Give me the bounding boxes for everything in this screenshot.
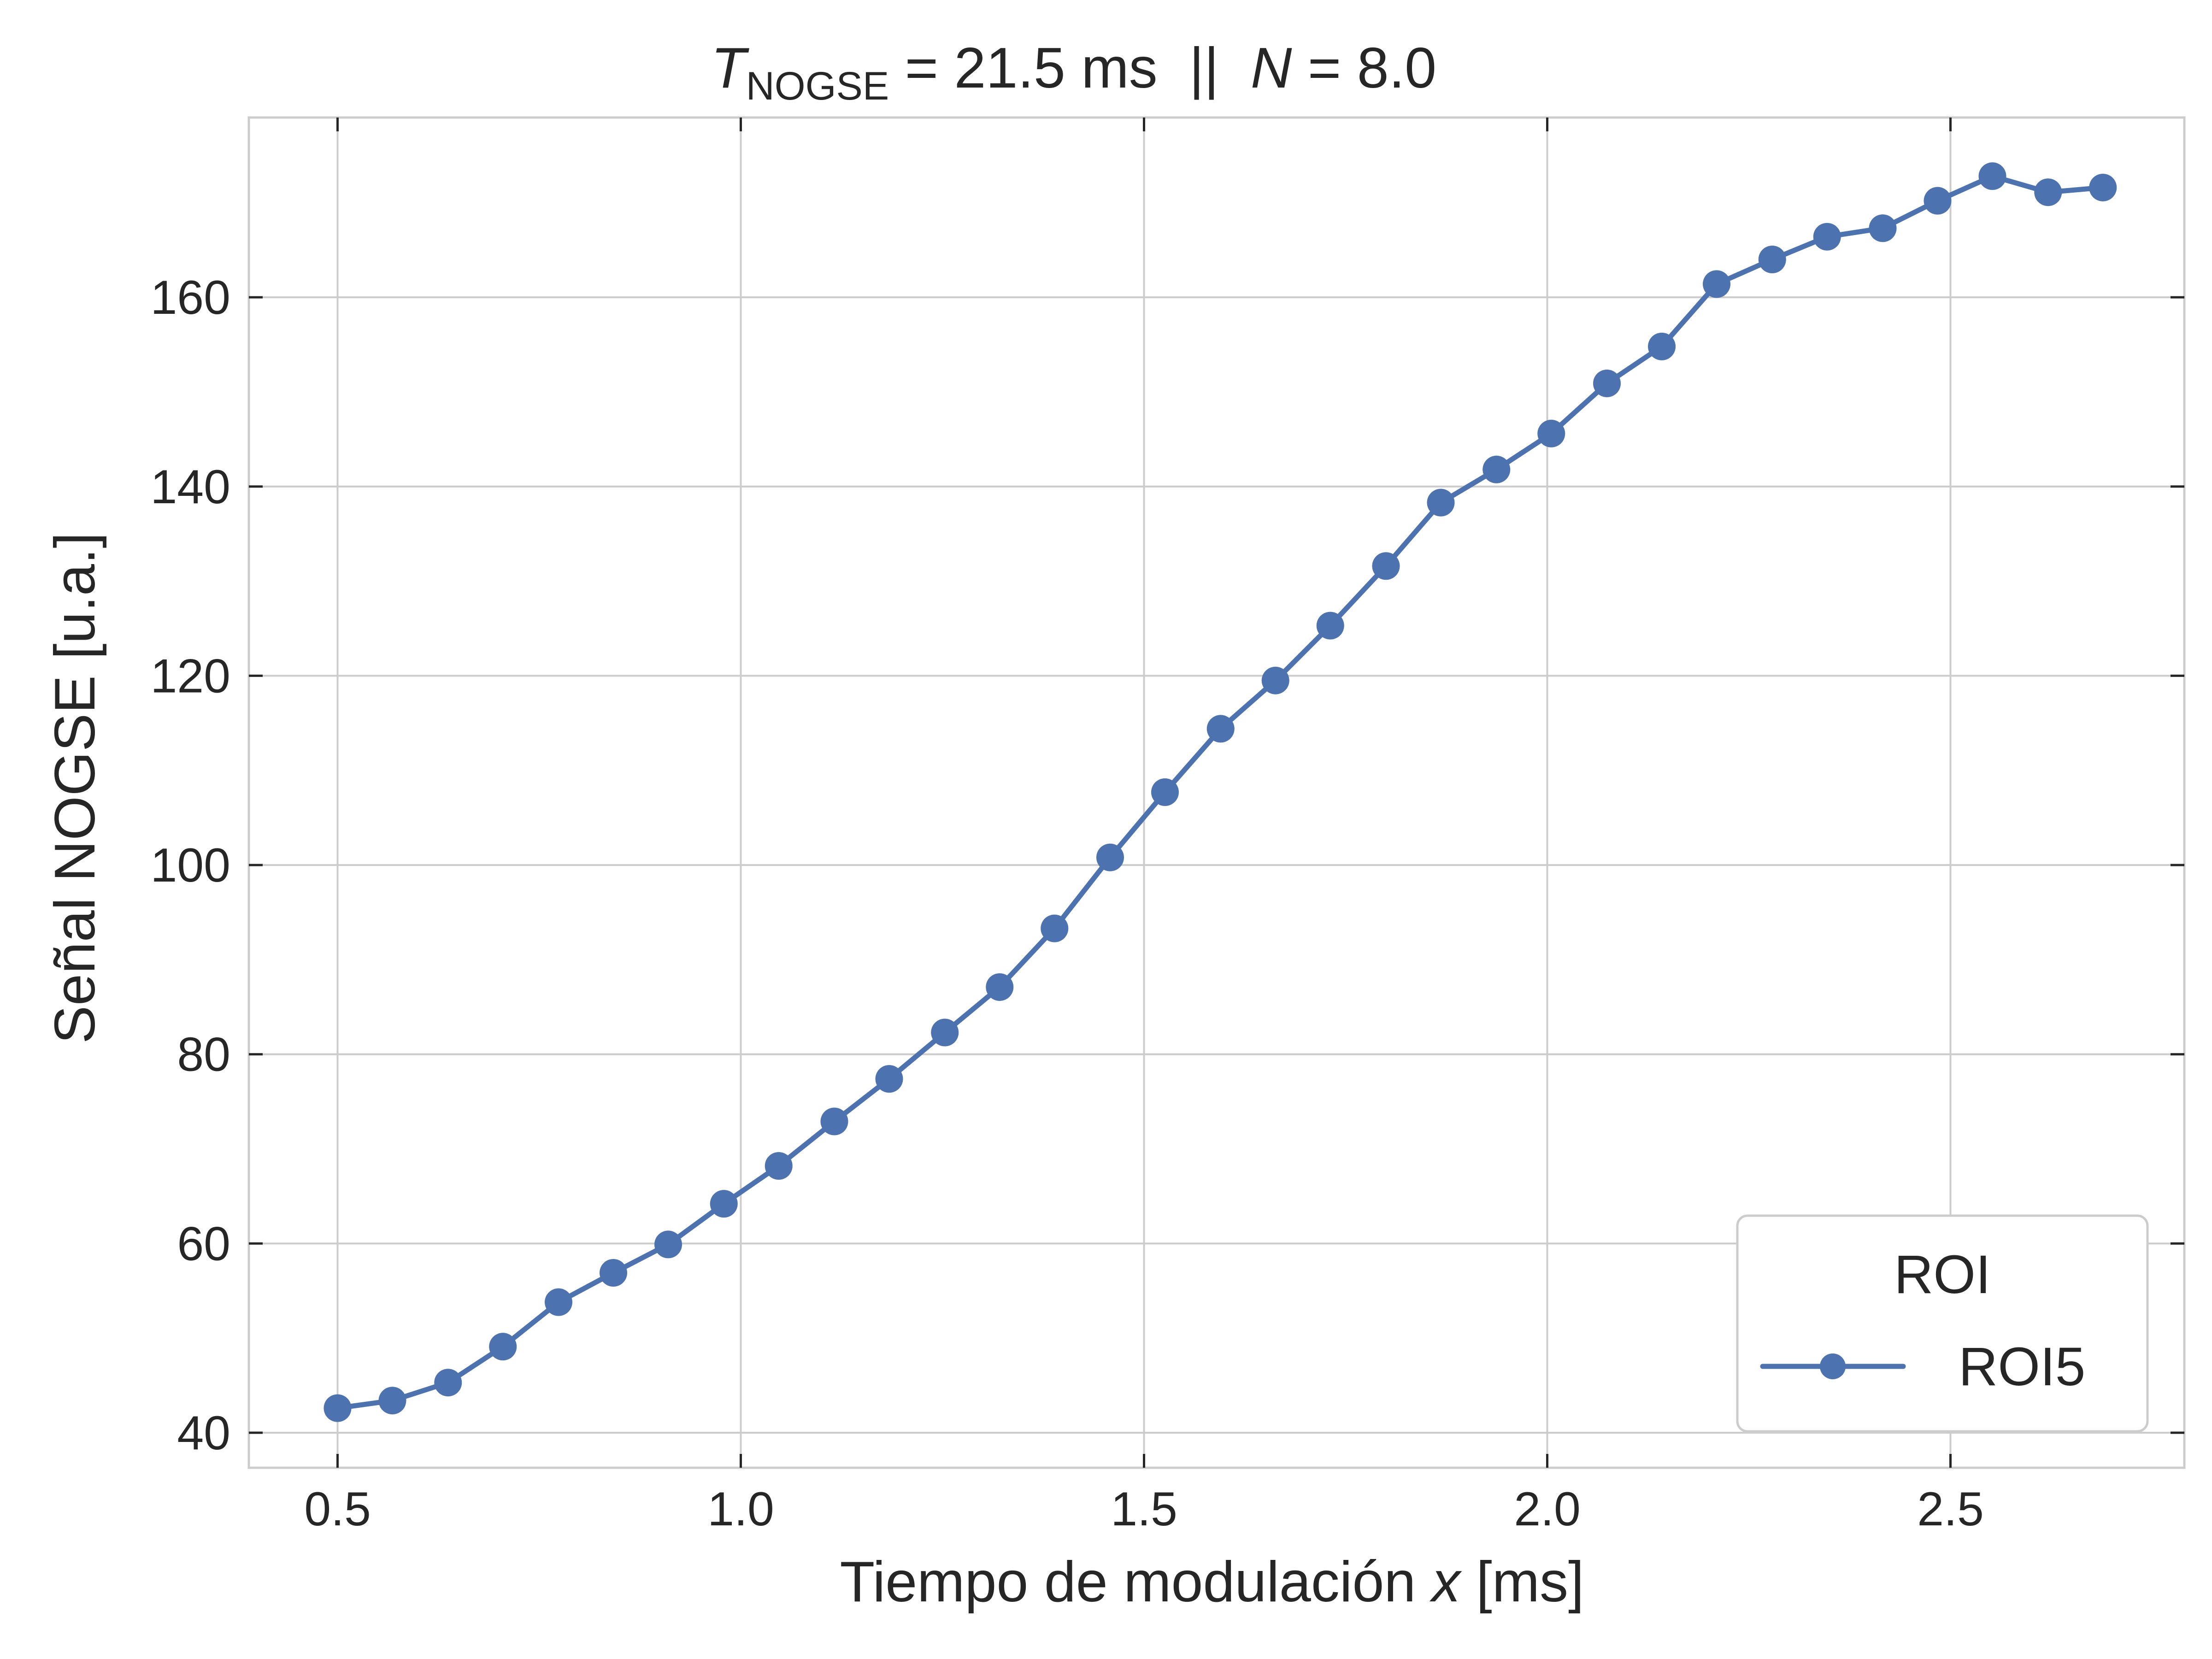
data-point xyxy=(600,1259,627,1287)
x-tick-label: 0.5 xyxy=(304,1483,371,1536)
data-point xyxy=(1372,552,1400,580)
data-point xyxy=(489,1333,517,1361)
data-point xyxy=(1978,162,2006,190)
data-point xyxy=(820,1107,848,1135)
data-point xyxy=(765,1152,793,1180)
x-axis-label: Tiempo de modulación x [ms] xyxy=(840,1550,1584,1614)
data-point xyxy=(1703,270,1730,298)
legend-marker-sample xyxy=(1820,1353,1846,1379)
data-point xyxy=(378,1387,406,1415)
data-point xyxy=(1869,214,1897,242)
y-tick-label: 40 xyxy=(177,1406,230,1460)
legend-entry-label: ROI5 xyxy=(1959,1336,2085,1397)
y-axis-label: Señal NOGSE [u.a.] xyxy=(43,532,107,1044)
chart-title: TNOGSE = 21.5 ms || N = 8.0 xyxy=(711,36,1436,108)
data-point xyxy=(1648,332,1676,360)
data-point xyxy=(986,973,1014,1001)
x-tick-label: 2.5 xyxy=(1917,1483,1984,1536)
series-layer xyxy=(324,162,2117,1422)
plot-frame xyxy=(247,116,2186,1469)
data-point xyxy=(1483,455,1511,483)
ticks: 0.5 1.0 1.5 2.0 2.5 40 60 80 100 120 140 160 xyxy=(150,118,2184,1536)
grid xyxy=(249,118,2184,1468)
data-point xyxy=(1316,612,1344,640)
data-point xyxy=(1593,369,1621,397)
data-point xyxy=(875,1065,903,1093)
data-point xyxy=(545,1288,572,1316)
data-point xyxy=(1758,245,1786,273)
data-point xyxy=(434,1369,462,1397)
data-point xyxy=(654,1230,682,1259)
y-tick-label: 100 xyxy=(150,839,230,892)
data-point xyxy=(710,1190,738,1218)
x-tick-label: 1.0 xyxy=(707,1483,774,1536)
data-point xyxy=(2034,178,2062,206)
y-tick-label: 80 xyxy=(177,1028,230,1082)
data-point xyxy=(1206,715,1235,743)
data-point xyxy=(1096,843,1124,871)
data-point xyxy=(324,1394,352,1422)
data-point xyxy=(1813,223,1841,251)
data-point xyxy=(931,1018,959,1047)
data-point xyxy=(1041,914,1069,942)
legend-title: ROI xyxy=(1894,1244,1991,1305)
data-point xyxy=(1261,666,1289,694)
y-tick-label: 140 xyxy=(150,460,230,514)
legend: ROI ROI5 xyxy=(1736,1214,2149,1433)
legend-box xyxy=(1736,1214,2149,1433)
data-point xyxy=(1924,187,1952,215)
data-point xyxy=(2089,173,2117,201)
data-point xyxy=(1427,488,1455,517)
y-tick-label: 160 xyxy=(150,271,230,324)
x-tick-label: 1.5 xyxy=(1111,1483,1177,1536)
data-point xyxy=(1537,419,1565,447)
data-point xyxy=(1151,778,1179,806)
y-tick-label: 60 xyxy=(177,1217,230,1271)
x-tick-label: 2.0 xyxy=(1514,1483,1581,1536)
y-tick-label: 120 xyxy=(150,649,230,703)
